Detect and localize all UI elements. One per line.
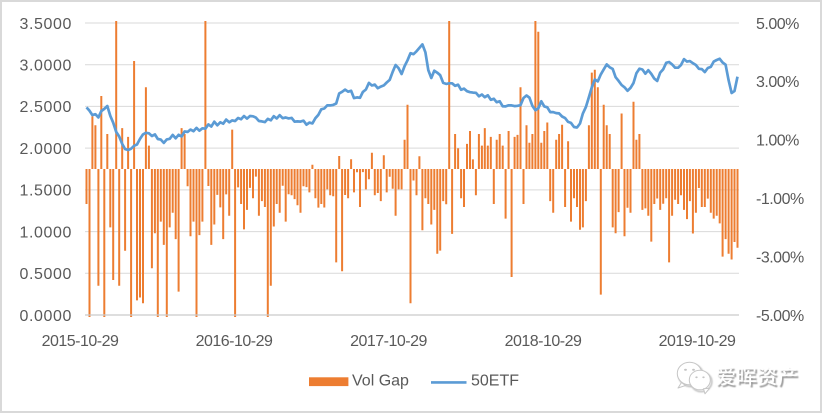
svg-text:5.00%: 5.00% [756,16,799,33]
svg-text:2.0000: 2.0000 [19,141,72,158]
svg-text:0.5000: 0.5000 [19,266,72,283]
svg-text:-1.00%: -1.00% [756,191,804,208]
svg-text:-3.00%: -3.00% [756,249,804,266]
svg-text:3.5000: 3.5000 [19,16,72,33]
svg-text:1.00%: 1.00% [756,133,799,150]
svg-text:3.00%: 3.00% [756,74,799,91]
svg-text:2.5000: 2.5000 [19,99,72,116]
svg-text:-5.00%: -5.00% [756,308,804,325]
svg-text:2015-10-29: 2015-10-29 [42,333,119,350]
svg-text:Vol Gap: Vol Gap [352,372,409,389]
svg-text:50ETF: 50ETF [471,372,519,389]
svg-text:2018-10-29: 2018-10-29 [505,333,582,350]
svg-text:1.5000: 1.5000 [19,183,72,200]
svg-text:2017-10-29: 2017-10-29 [350,333,427,350]
svg-text:2019-10-29: 2019-10-29 [659,333,736,350]
svg-text:2016-10-29: 2016-10-29 [196,333,273,350]
svg-text:3.0000: 3.0000 [19,58,72,75]
svg-text:0.0000: 0.0000 [19,308,72,325]
svg-text:1.0000: 1.0000 [19,224,72,241]
